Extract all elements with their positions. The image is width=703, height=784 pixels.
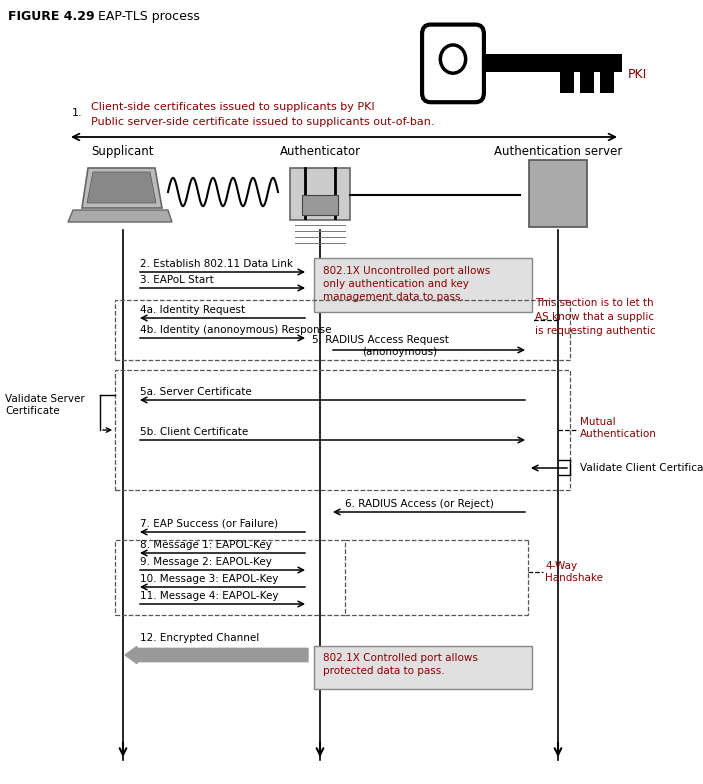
Text: FIGURE 4.29: FIGURE 4.29 <box>8 10 95 23</box>
Text: 4-Way
Handshake: 4-Way Handshake <box>545 561 603 583</box>
FancyBboxPatch shape <box>529 161 588 227</box>
Text: Client-side certificates issued to supplicants by PKI: Client-side certificates issued to suppl… <box>91 102 375 112</box>
Text: 802.1X Uncontrolled port allows
only authentication and key
management data to p: 802.1X Uncontrolled port allows only aut… <box>323 266 491 303</box>
Text: 4b. Identity (anonoymous) Response: 4b. Identity (anonoymous) Response <box>140 325 332 335</box>
Text: 10. Message 3: EAPOL-Key: 10. Message 3: EAPOL-Key <box>140 574 278 584</box>
Text: Validate Server
Certificate: Validate Server Certificate <box>5 394 85 416</box>
Text: Validate Client Certificate: Validate Client Certificate <box>580 463 703 473</box>
Polygon shape <box>68 210 172 222</box>
Text: AS know that a supplic: AS know that a supplic <box>535 312 654 322</box>
Text: 12. Encrypted Channel: 12. Encrypted Channel <box>140 633 259 643</box>
Text: Authenticator: Authenticator <box>279 145 361 158</box>
Text: 1.: 1. <box>72 108 83 118</box>
FancyBboxPatch shape <box>314 646 531 689</box>
Text: Mutual
Authentication: Mutual Authentication <box>580 417 657 439</box>
FancyBboxPatch shape <box>580 72 594 93</box>
Text: PKI: PKI <box>628 68 647 82</box>
Text: 2. Establish 802.11 Data Link: 2. Establish 802.11 Data Link <box>140 259 293 269</box>
Text: 11. Message 4: EAPOL-Key: 11. Message 4: EAPOL-Key <box>140 591 278 601</box>
Text: (anonoymous): (anonoymous) <box>363 347 437 357</box>
Text: Public server-side certificate issued to supplicants out-of-ban.: Public server-side certificate issued to… <box>91 117 434 127</box>
FancyBboxPatch shape <box>314 258 531 312</box>
Text: EAP-TLS process: EAP-TLS process <box>90 10 200 23</box>
Text: is requesting authentic: is requesting authentic <box>535 326 656 336</box>
Text: 4a. Identity Request: 4a. Identity Request <box>140 305 245 315</box>
FancyBboxPatch shape <box>302 195 338 215</box>
Text: Authentication server: Authentication server <box>494 145 622 158</box>
Text: 802.1X Controlled port allows
protected data to pass.: 802.1X Controlled port allows protected … <box>323 653 478 676</box>
FancyBboxPatch shape <box>290 168 350 220</box>
Text: This section is to let th: This section is to let th <box>535 298 654 308</box>
FancyBboxPatch shape <box>600 72 614 93</box>
Text: 5b. Client Certificate: 5b. Client Certificate <box>140 427 248 437</box>
Text: Supplicant: Supplicant <box>92 145 154 158</box>
Text: 3. EAPoL Start: 3. EAPoL Start <box>140 275 214 285</box>
FancyArrow shape <box>125 646 308 663</box>
Text: 5. RADIUS Access Request: 5. RADIUS Access Request <box>311 335 449 345</box>
Text: 6. RADIUS Access (or Reject): 6. RADIUS Access (or Reject) <box>345 499 494 509</box>
Polygon shape <box>82 168 162 208</box>
FancyBboxPatch shape <box>474 53 621 72</box>
Circle shape <box>440 45 465 73</box>
Text: 8. Message 1: EAPOL-Key: 8. Message 1: EAPOL-Key <box>140 540 272 550</box>
FancyBboxPatch shape <box>422 24 484 102</box>
FancyBboxPatch shape <box>560 72 574 93</box>
Polygon shape <box>87 172 156 203</box>
Text: 5a. Server Certificate: 5a. Server Certificate <box>140 387 252 397</box>
Text: 9. Message 2: EAPOL-Key: 9. Message 2: EAPOL-Key <box>140 557 272 567</box>
Text: 7. EAP Success (or Failure): 7. EAP Success (or Failure) <box>140 519 278 529</box>
